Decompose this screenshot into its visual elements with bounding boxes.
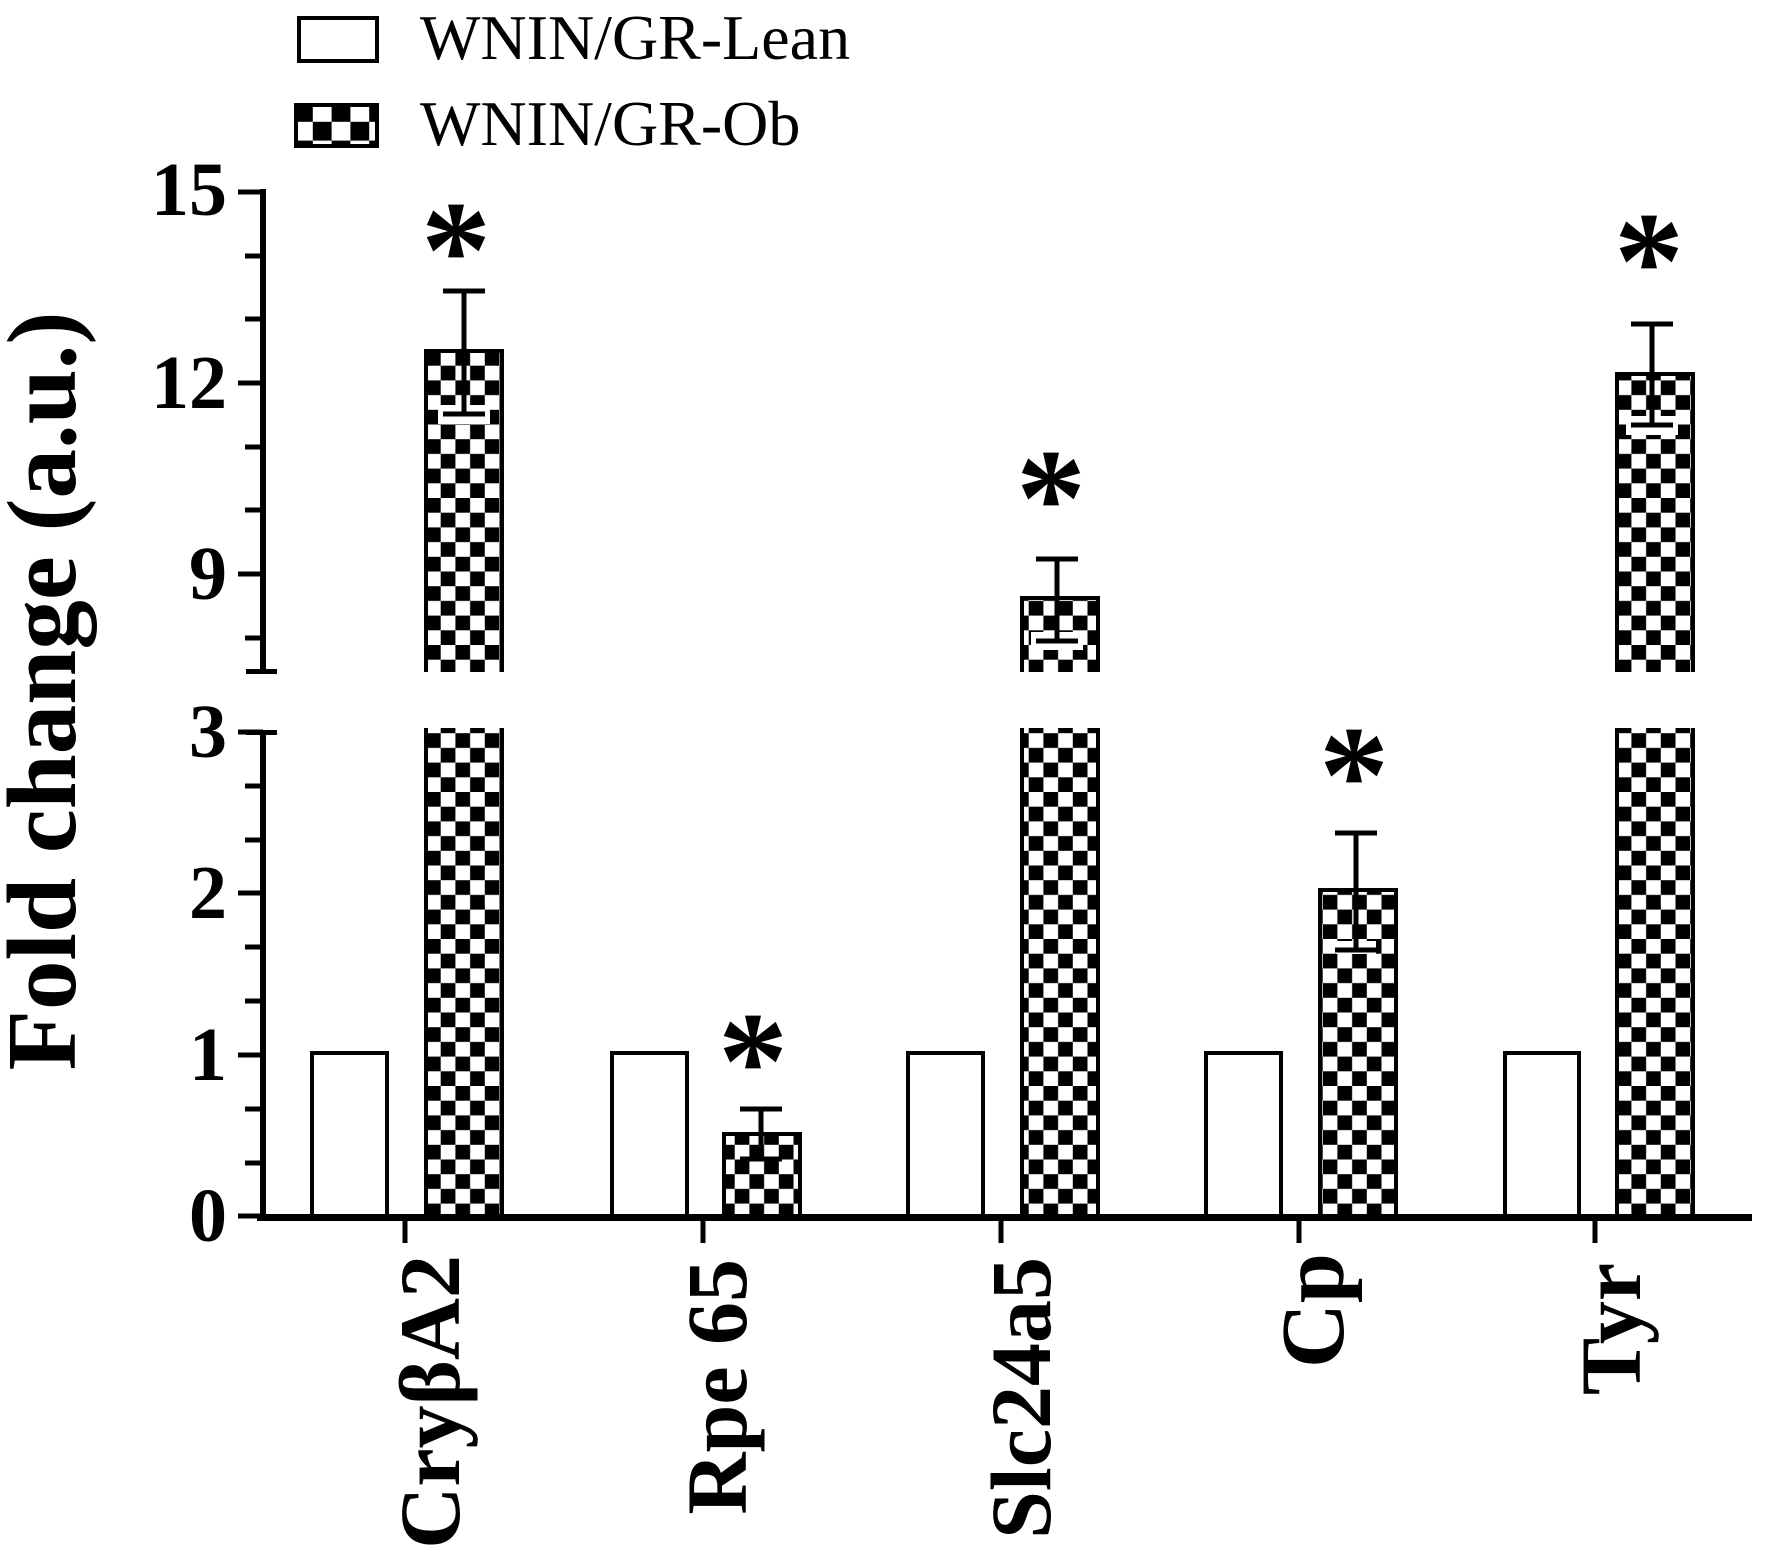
svg-text:12: 12 [151,341,227,425]
svg-text:2: 2 [189,851,227,935]
svg-text:3: 3 [189,690,227,774]
svg-text:Slc24a5: Slc24a5 [973,1257,1069,1539]
svg-text:WNIN/GR-Ob: WNIN/GR-Ob [420,88,800,159]
svg-text:*: * [718,984,788,1139]
svg-text:Cp: Cp [1264,1253,1363,1368]
svg-text:1: 1 [189,1013,227,1097]
svg-text:*: * [1614,184,1684,339]
svg-text:9: 9 [189,532,227,616]
svg-text:CryβA2: CryβA2 [382,1255,478,1545]
svg-text:*: * [1319,698,1389,853]
svg-text:Fold change (a.u.): Fold change (a.u.) [0,311,97,1070]
svg-text:Rpe 65: Rpe 65 [669,1259,765,1515]
svg-text:*: * [421,173,491,328]
svg-text:Tyr: Tyr [1563,1263,1659,1395]
svg-text:WNIN/GR-Lean: WNIN/GR-Lean [420,2,850,73]
svg-text:0: 0 [189,1174,227,1258]
svg-text:15: 15 [151,148,227,232]
svg-text:*: * [1016,421,1086,576]
